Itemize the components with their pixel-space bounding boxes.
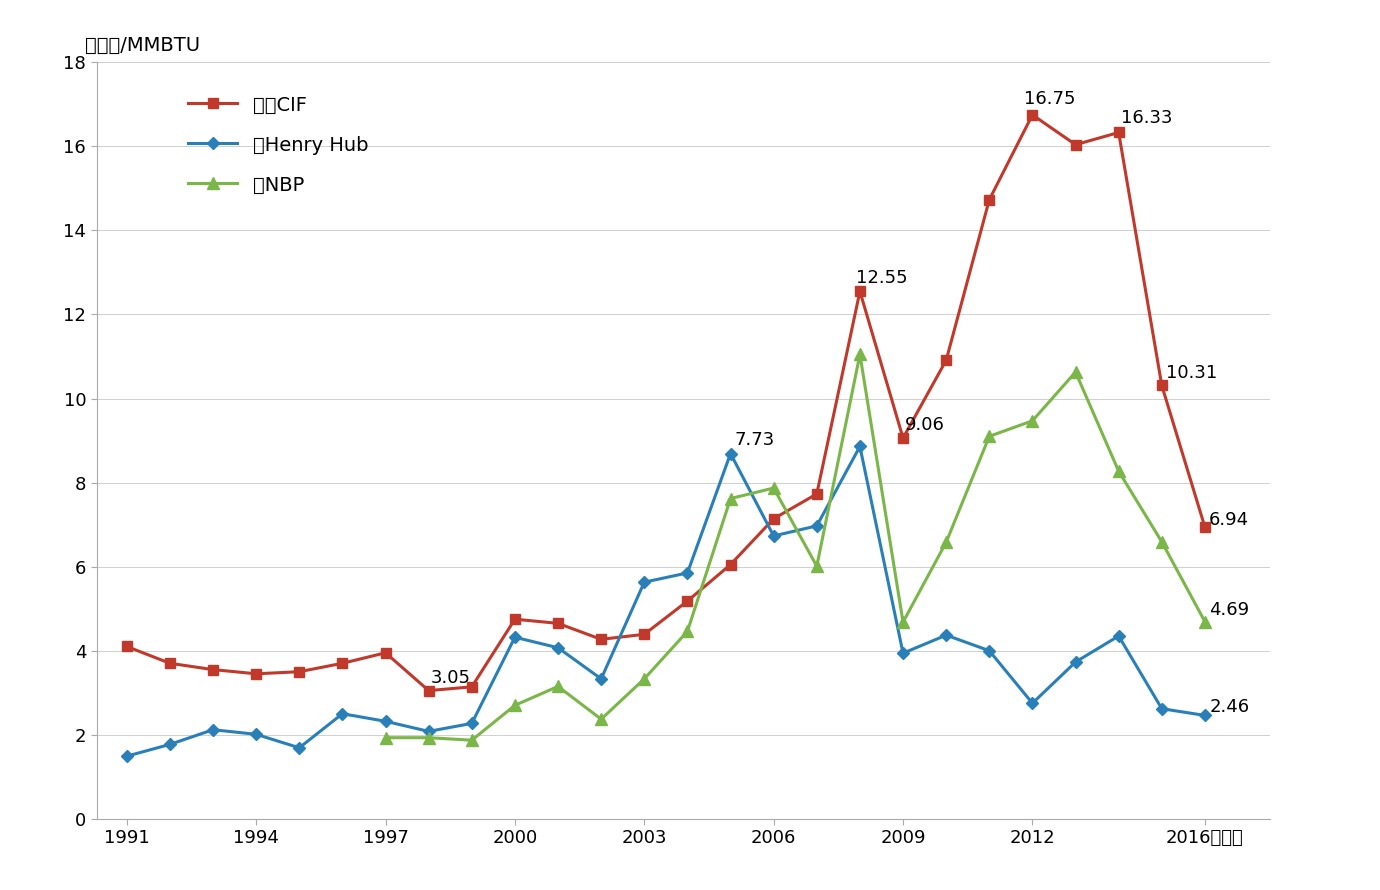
米Henry Hub	[119, 751, 135, 762]
日本CIF	[549, 618, 566, 628]
日本CIF	[421, 685, 437, 696]
英NBP	[851, 349, 868, 360]
日本CIF	[636, 629, 653, 640]
米Henry Hub	[1154, 703, 1170, 714]
米Henry Hub	[1196, 710, 1213, 721]
日本CIF	[464, 682, 480, 692]
日本CIF	[161, 658, 178, 668]
Text: 7.73: 7.73	[736, 431, 776, 449]
日本CIF	[593, 634, 610, 644]
日本CIF	[809, 489, 825, 499]
英NBP	[1111, 465, 1127, 476]
米Henry Hub	[679, 568, 696, 579]
米Henry Hub	[334, 708, 351, 719]
英NBP	[549, 681, 566, 692]
英NBP	[722, 493, 738, 504]
米Henry Hub	[377, 716, 393, 726]
日本CIF	[248, 668, 265, 679]
日本CIF	[1024, 109, 1041, 120]
Text: 10.31: 10.31	[1166, 363, 1217, 382]
英NBP	[981, 431, 998, 441]
日本CIF	[894, 433, 911, 443]
日本CIF	[766, 514, 782, 524]
Line: 英NBP: 英NBP	[380, 349, 1210, 746]
米Henry Hub	[161, 739, 178, 749]
日本CIF	[1111, 127, 1127, 138]
米Henry Hub	[938, 630, 955, 641]
Text: 16.33: 16.33	[1121, 109, 1173, 127]
Text: 3.05: 3.05	[431, 669, 471, 687]
米Henry Hub	[464, 718, 480, 729]
米Henry Hub	[549, 643, 566, 653]
Text: 米ドル/MMBTU: 米ドル/MMBTU	[86, 36, 200, 54]
英NBP	[636, 674, 653, 684]
米Henry Hub	[291, 742, 308, 753]
米Henry Hub	[506, 632, 523, 643]
米Henry Hub	[722, 449, 738, 459]
米Henry Hub	[981, 645, 998, 656]
日本CIF	[981, 194, 998, 205]
米Henry Hub	[593, 674, 610, 684]
日本CIF	[938, 355, 955, 366]
日本CIF	[119, 641, 135, 651]
日本CIF	[377, 647, 393, 658]
英NBP	[506, 700, 523, 710]
日本CIF	[204, 664, 221, 675]
Text: 12.55: 12.55	[856, 269, 907, 287]
英NBP	[593, 714, 610, 724]
日本CIF	[722, 559, 738, 570]
Text: 4.69: 4.69	[1209, 601, 1249, 619]
Line: 日本CIF: 日本CIF	[121, 110, 1210, 695]
日本CIF	[1067, 140, 1083, 150]
米Henry Hub	[894, 648, 911, 659]
米Henry Hub	[851, 441, 868, 452]
Text: 9.06: 9.06	[905, 416, 945, 434]
Line: 米Henry Hub: 米Henry Hub	[123, 442, 1209, 760]
英NBP	[938, 537, 955, 547]
米Henry Hub	[766, 530, 782, 541]
Text: 16.75: 16.75	[1024, 90, 1075, 109]
Legend: 日本CIF, 米Henry Hub, 英NBP: 日本CIF, 米Henry Hub, 英NBP	[189, 94, 368, 195]
日本CIF	[291, 667, 308, 677]
英NBP	[766, 482, 782, 493]
英NBP	[1024, 416, 1041, 426]
日本CIF	[1196, 522, 1213, 532]
日本CIF	[334, 658, 351, 668]
英NBP	[894, 617, 911, 627]
米Henry Hub	[1024, 698, 1041, 708]
日本CIF	[1154, 380, 1170, 391]
英NBP	[1067, 367, 1083, 377]
米Henry Hub	[204, 724, 221, 735]
日本CIF	[851, 286, 868, 296]
英NBP	[679, 626, 696, 636]
日本CIF	[679, 595, 696, 606]
英NBP	[377, 732, 393, 743]
米Henry Hub	[248, 729, 265, 740]
米Henry Hub	[636, 577, 653, 587]
米Henry Hub	[1067, 657, 1083, 668]
英NBP	[809, 561, 825, 571]
英NBP	[464, 735, 480, 746]
日本CIF	[506, 614, 523, 625]
米Henry Hub	[809, 521, 825, 531]
Text: 2.46: 2.46	[1209, 698, 1249, 716]
米Henry Hub	[421, 726, 437, 737]
英NBP	[421, 732, 437, 743]
米Henry Hub	[1111, 631, 1127, 642]
英NBP	[1154, 537, 1170, 547]
Text: 6.94: 6.94	[1209, 511, 1249, 529]
英NBP	[1196, 617, 1213, 627]
